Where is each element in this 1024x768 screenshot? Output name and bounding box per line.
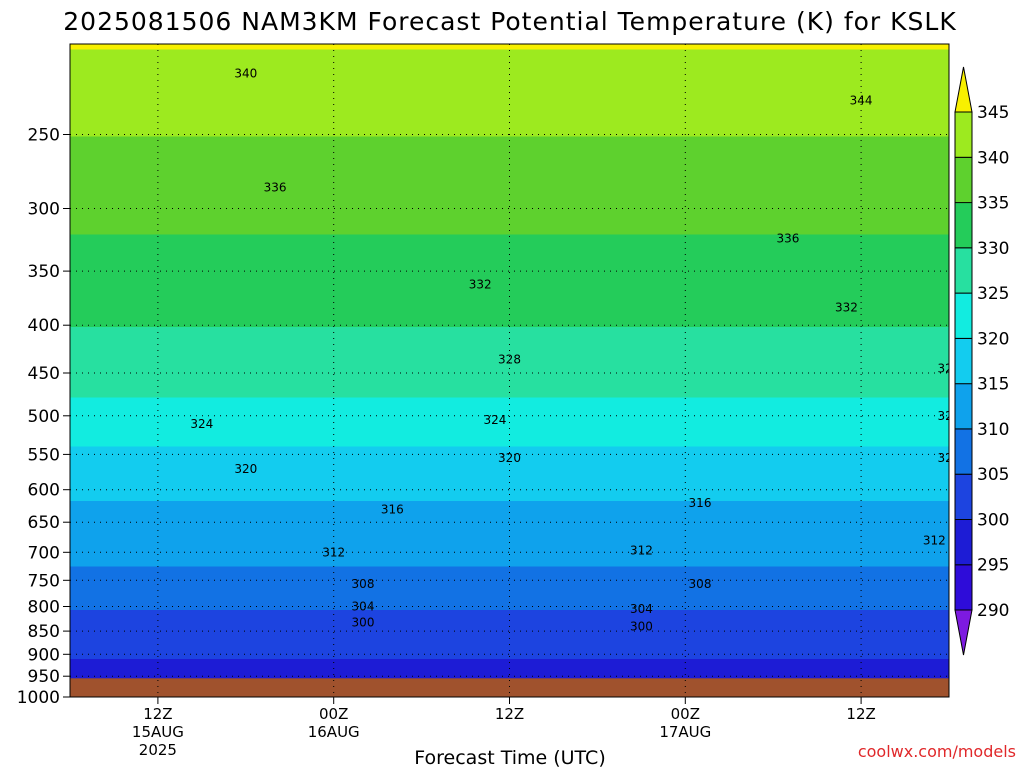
colorbar-band [954, 337, 973, 385]
colorbar-band [954, 292, 973, 339]
x-tick-label: 15AUG [132, 723, 184, 741]
y-tick-label: 450 [28, 364, 60, 384]
y-tick-label: 350 [28, 262, 60, 282]
y-tick-label: 550 [28, 445, 60, 465]
y-tick-label: 500 [28, 407, 60, 427]
colorbar-label: 290 [977, 601, 1009, 621]
chart-title: 2025081506 NAM3KM Forecast Potential Tem… [63, 7, 956, 36]
contour-label: 336 [264, 181, 287, 195]
y-tick-label: 600 [28, 481, 60, 501]
colorbar-label: 305 [977, 465, 1009, 485]
y-tick-label: 650 [28, 513, 60, 533]
x-tick-label: 00Z [671, 705, 700, 723]
colorbar-band [954, 383, 973, 430]
colorbar-lower-arrow [954, 609, 973, 656]
colorbar-label: 335 [977, 194, 1009, 214]
contour-label: 340 [234, 66, 257, 80]
colorbar-band [954, 519, 973, 566]
x-tick-label: 17AUG [659, 723, 711, 741]
contour-label: 316 [689, 496, 712, 510]
contour-label: 324 [190, 417, 213, 431]
x-tick-label: 12Z [495, 705, 524, 723]
y-tick-label: 700 [28, 543, 60, 563]
theta-field [70, 44, 949, 697]
colorbar-band [954, 473, 973, 521]
colorbar-label: 300 [977, 511, 1009, 531]
contour-label: 332 [469, 278, 492, 292]
y-tick-label: 750 [28, 571, 60, 591]
contour-label: 328 [498, 352, 521, 366]
contour-label: 312 [322, 545, 345, 559]
x-tick-label: 16AUG [308, 723, 360, 741]
y-tick-label: 950 [28, 667, 60, 687]
colorbar: 290 295 300 305 310 315 320 325 330 335 340 345 [954, 66, 1009, 656]
contour-label: 320 [234, 462, 257, 476]
x-tick-label: 12Z [143, 705, 172, 723]
contour-label: 312 [923, 534, 946, 548]
contour-label: 308 [689, 577, 712, 591]
colorbar-upper-arrow [954, 66, 973, 113]
contour-label: 316 [381, 503, 404, 517]
colorbar-band [954, 247, 973, 294]
y-tick-label: 900 [28, 645, 60, 665]
plot-area: 3403443443363363363323323283283243243243… [70, 44, 961, 697]
colorbar-label: 340 [977, 148, 1009, 168]
contour-label: 304 [352, 600, 375, 614]
contour-label: 336 [776, 232, 799, 246]
contour-label: 324 [938, 409, 961, 423]
contour-label: 324 [483, 413, 506, 427]
colorbar-band [954, 202, 973, 249]
credit-text: coolwx.com/models [858, 742, 1016, 761]
y-axis-ticks: 250 300 350 400 450 500 550 600 650 700 750 800 850 9… [17, 126, 70, 708]
colorbar-label: 345 [977, 103, 1009, 123]
y-tick-label: 850 [28, 622, 60, 642]
colorbar-band [954, 564, 973, 611]
contour-label: 328 [938, 362, 961, 376]
contour-label: 300 [630, 619, 653, 633]
grid-lines [70, 44, 949, 697]
x-tick-label: 12Z [846, 705, 875, 723]
contour-label: 320 [938, 451, 961, 465]
y-tick-label: 300 [28, 200, 60, 220]
contour-label: 300 [352, 615, 375, 629]
y-tick-label: 400 [28, 316, 60, 336]
colorbar-label: 325 [977, 284, 1009, 304]
colorbar-label: 315 [977, 375, 1009, 395]
x-tick-label: 2025 [139, 741, 177, 759]
contour-label: 344 [850, 94, 873, 108]
colorbar-label: 295 [977, 556, 1009, 576]
colorbar-band [954, 111, 973, 158]
x-tick-label: 00Z [319, 705, 348, 723]
contour-label: 308 [352, 577, 375, 591]
colorbar-label: 310 [977, 420, 1009, 440]
colorbar-label: 330 [977, 239, 1009, 259]
ground-below-surface [70, 678, 949, 697]
contour-label: 332 [835, 301, 858, 315]
colorbar-band [954, 428, 973, 475]
contour-label: 312 [630, 544, 653, 558]
colorbar-label: 320 [977, 329, 1009, 349]
contour-label: 304 [630, 602, 653, 616]
y-tick-label: 250 [28, 126, 60, 146]
x-axis-label: Forecast Time (UTC) [414, 747, 605, 768]
y-tick-label: 800 [28, 598, 60, 618]
y-tick-label: 1000 [17, 688, 60, 708]
colorbar-band [954, 156, 973, 204]
